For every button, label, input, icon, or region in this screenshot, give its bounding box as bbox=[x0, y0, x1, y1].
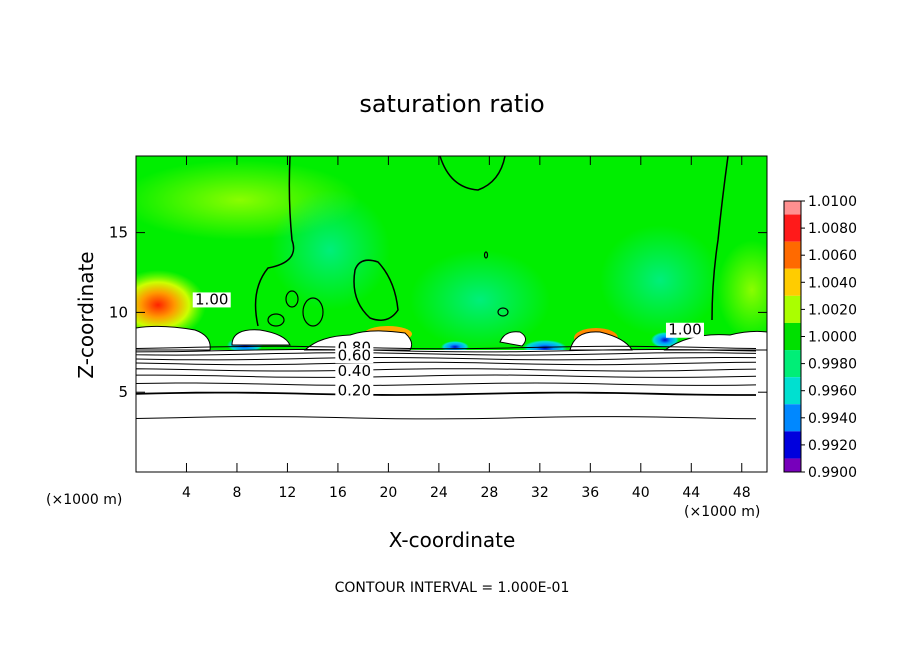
colorbar-label: 1.0060 bbox=[808, 248, 857, 264]
contour-label-bg bbox=[335, 364, 374, 380]
colorbar-swatch bbox=[784, 377, 801, 405]
colorbar-label: 0.9980 bbox=[808, 357, 857, 373]
contour-line bbox=[136, 361, 757, 366]
y-unit-label: (×1000 m) bbox=[46, 492, 122, 508]
x-tick-label: 40 bbox=[632, 485, 650, 501]
y-tick-label: 10 bbox=[109, 303, 128, 321]
y-tick-label: 15 bbox=[109, 224, 128, 242]
field-cool-1 bbox=[270, 190, 390, 310]
contour-small-loop-3 bbox=[267, 313, 285, 327]
x-tick-label: 44 bbox=[682, 485, 700, 501]
x-tick-label: 20 bbox=[379, 485, 397, 501]
colorbar-label: 0.9940 bbox=[808, 411, 857, 427]
contour-labels: 1.001.000.800.600.400.20 bbox=[192, 290, 704, 399]
colorbar-label: 1.0000 bbox=[808, 330, 857, 346]
colorbar-swatch bbox=[784, 404, 801, 432]
x-tick-label: 16 bbox=[329, 485, 347, 501]
colorbar-label: 1.0080 bbox=[808, 221, 857, 237]
colorbar-swatch bbox=[784, 350, 801, 378]
field-cool-3 bbox=[600, 225, 720, 335]
x-tick-label: 48 bbox=[733, 485, 751, 501]
colorbar-swatch bbox=[784, 214, 801, 242]
colorbar-swatch bbox=[784, 268, 801, 296]
cloud-blobs bbox=[136, 325, 767, 351]
contour-small-loop-5 bbox=[483, 251, 489, 259]
contour-label-bg bbox=[335, 383, 374, 399]
x-tick-label: 12 bbox=[279, 485, 297, 501]
colorbar-swatch bbox=[784, 458, 801, 472]
field-cool-2 bbox=[410, 250, 550, 350]
contour-lines bbox=[136, 345, 757, 420]
colorbar-swatch bbox=[784, 241, 801, 269]
colorbar-swatch bbox=[784, 295, 801, 323]
contour-line bbox=[136, 415, 757, 420]
contour-label: 1.00 bbox=[668, 321, 701, 339]
contour-1.00-left bbox=[254, 156, 295, 327]
colorbar: 1.0100 1.0080 1.0060 1.0040 1.0020 1.0000 0.99… bbox=[783, 194, 857, 481]
chart-title: saturation ratio bbox=[359, 90, 544, 118]
contour-label-bg bbox=[665, 322, 704, 338]
contour-label: 0.60 bbox=[338, 346, 371, 364]
colorbar-label: 0.9900 bbox=[808, 465, 857, 481]
contour-line bbox=[136, 357, 757, 361]
x-tick-label: 36 bbox=[581, 485, 599, 501]
contour-small-loop-2 bbox=[302, 297, 324, 327]
x-tick-label: 28 bbox=[480, 485, 498, 501]
contour-label: 0.40 bbox=[338, 362, 371, 380]
contour-line bbox=[136, 368, 757, 372]
x-axis: 4 8 12 16 20 24 28 32 36 40 44 48 bbox=[182, 156, 751, 501]
y-axis: 5 10 15 bbox=[109, 224, 767, 401]
colorbar-swatch bbox=[784, 431, 801, 459]
contour-line bbox=[136, 391, 756, 396]
field-warm-right bbox=[717, 240, 767, 340]
contour-line bbox=[136, 382, 757, 386]
y-tick-label: 5 bbox=[118, 383, 128, 401]
colorbar-swatch bbox=[784, 201, 801, 215]
x-tick-label: 4 bbox=[182, 485, 191, 501]
colorbar-label: 1.0100 bbox=[808, 194, 857, 210]
colorbar-label: 1.0040 bbox=[808, 275, 857, 291]
x-tick-label: 8 bbox=[232, 485, 241, 501]
y-axis-label: Z-coordinate bbox=[74, 251, 98, 378]
contour-line bbox=[136, 348, 757, 353]
contour-label: 1.00 bbox=[195, 290, 228, 308]
colorbar-label: 1.0020 bbox=[808, 302, 857, 318]
plot-area bbox=[136, 156, 767, 472]
contour-label-bg bbox=[335, 348, 374, 364]
contour-line bbox=[136, 374, 757, 378]
contour-interval-note: CONTOUR INTERVAL = 1.000E-01 bbox=[335, 580, 570, 596]
contour-1.00-top-loop bbox=[439, 156, 506, 191]
contour-1.00-mid-loop bbox=[353, 259, 399, 321]
contour-label-bg bbox=[192, 292, 231, 308]
x-axis-label: X-coordinate bbox=[389, 528, 516, 552]
contour-1.00-right bbox=[711, 156, 729, 321]
plot-frame bbox=[135, 155, 768, 473]
x-unit-label: (×1000 m) bbox=[684, 504, 760, 520]
contour-line bbox=[136, 345, 757, 350]
contour-small-loop-1 bbox=[285, 290, 299, 308]
colorbar-swatch bbox=[784, 322, 801, 351]
field-warm-left bbox=[136, 270, 206, 340]
colorbar-label: 0.9960 bbox=[808, 384, 857, 400]
colorbar-label: 0.9920 bbox=[808, 438, 857, 454]
x-tick-label: 32 bbox=[531, 485, 549, 501]
x-tick-label: 24 bbox=[430, 485, 448, 501]
contour-small-loop-4 bbox=[497, 307, 509, 317]
contour-line bbox=[136, 352, 757, 356]
contour-label: 0.20 bbox=[338, 381, 371, 399]
